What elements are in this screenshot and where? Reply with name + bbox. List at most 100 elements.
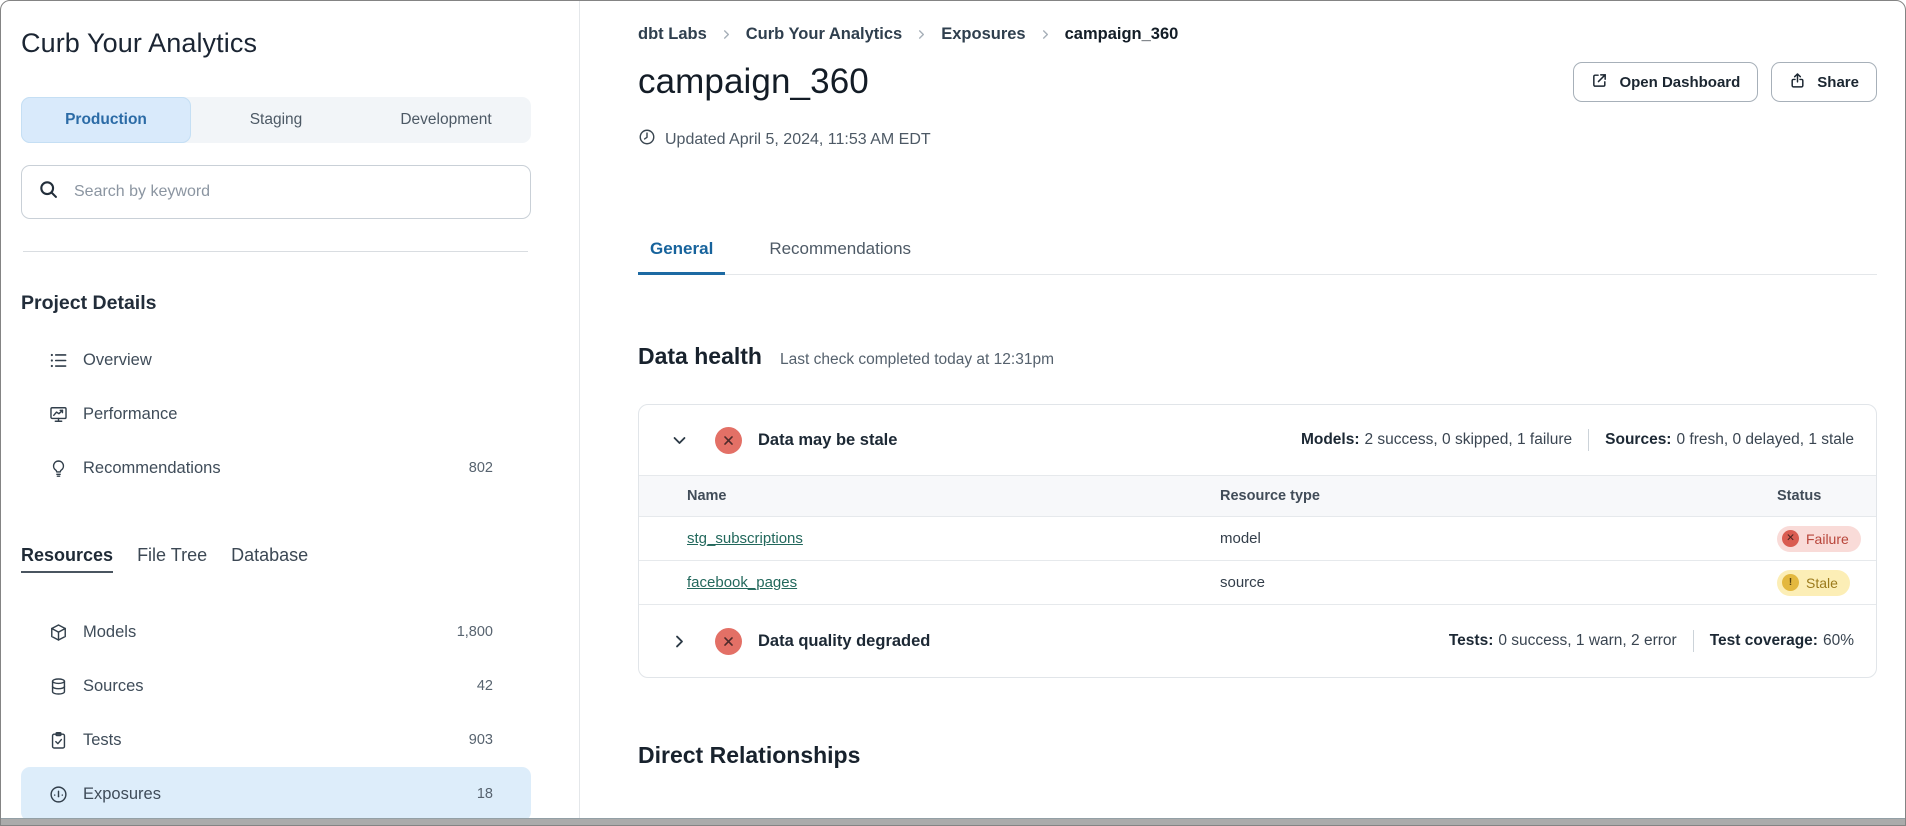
breadcrumb-separator-icon	[1040, 29, 1051, 40]
stat-value: 60%	[1822, 632, 1854, 649]
tab-file-tree[interactable]: File Tree	[137, 545, 208, 565]
database-icon	[49, 677, 68, 696]
env-tab-development[interactable]: Development	[400, 111, 492, 128]
table-row: stg_subscriptions model ✕ Failure	[639, 517, 1876, 561]
sidebar-item-recommendations[interactable]: Recommendations 802	[21, 441, 531, 495]
column-header-resource-type: Resource type	[1220, 488, 1320, 504]
breadcrumb-account[interactable]: dbt Labs	[638, 25, 707, 43]
env-tab-staging[interactable]: Staging	[249, 111, 303, 128]
updated-timestamp: Updated April 5, 2024, 11:53 AM EDT	[638, 128, 1877, 151]
environment-switcher: Production Staging Development	[21, 97, 531, 143]
open-dashboard-button[interactable]: Open Dashboard	[1573, 62, 1759, 102]
sidebar-item-count: 903	[468, 732, 493, 748]
x-icon: ✕	[1782, 530, 1799, 547]
gauge-icon	[49, 785, 68, 804]
list-icon	[49, 351, 68, 370]
resources-nav: Models 1,800 Sources 42 Tests 903	[21, 605, 531, 821]
breadcrumb-exposures[interactable]: Exposures	[941, 25, 1026, 43]
project-details-nav: Overview Performance Recommendations 802	[21, 333, 531, 495]
stale-group-row[interactable]: Data may be stale Models: 2 success, 0 sk…	[639, 405, 1876, 475]
chevron-down-icon[interactable]	[669, 432, 689, 449]
share-button[interactable]: Share	[1771, 62, 1877, 102]
main-content: dbt Labs Curb Your Analytics Exposures c…	[580, 1, 1905, 825]
updated-text: Updated April 5, 2024, 11:53 AM EDT	[665, 130, 931, 148]
search-icon	[38, 179, 59, 205]
stat-value: 0 fresh, 0 delayed, 1 stale	[1676, 431, 1854, 448]
resource-type-cell: model	[1220, 530, 1261, 547]
env-tab-production[interactable]: Production	[21, 97, 191, 143]
sidebar-item-count: 18	[476, 786, 493, 802]
stat-label: Models:	[1300, 431, 1360, 448]
stats-divider	[1588, 429, 1590, 451]
resource-type-cell: source	[1220, 574, 1266, 591]
search-input[interactable]	[72, 182, 514, 202]
page-actions: Open Dashboard Share	[1573, 62, 1877, 102]
sidebar-item-label: Models	[83, 622, 137, 641]
tab-resources[interactable]: Resources	[21, 545, 114, 573]
stale-group-label: Data may be stale	[758, 430, 898, 449]
data-health-subtitle: Last check completed today at 12:31pm	[779, 351, 1054, 368]
column-header-status: Status	[1777, 488, 1822, 504]
stat-value: 2 success, 0 skipped, 1 failure	[1364, 431, 1573, 448]
sidebar-item-models[interactable]: Models 1,800	[21, 605, 531, 659]
share-label: Share	[1817, 73, 1859, 91]
data-health-heading: Data health	[638, 343, 762, 369]
stats-divider	[1692, 630, 1694, 652]
external-link-icon	[1591, 72, 1608, 93]
table-header-row: Name Resource type Status	[639, 475, 1876, 517]
share-icon	[1789, 72, 1806, 93]
cube-icon	[49, 623, 68, 642]
sidebar-item-count: 1,800	[456, 624, 493, 640]
error-x-icon	[715, 627, 742, 655]
detail-tabs: General Recommendations	[638, 239, 1877, 275]
sidebar-item-exposures[interactable]: Exposures 18	[21, 767, 531, 821]
sidebar-item-label: Overview	[83, 350, 152, 369]
breadcrumb-separator-icon	[916, 29, 927, 40]
window-bottom-edge	[1, 818, 1905, 825]
status-badge-failure: ✕ Failure	[1777, 525, 1861, 552]
quality-group-label: Data quality degraded	[758, 631, 931, 650]
chevron-right-icon[interactable]	[669, 633, 689, 650]
sidebar-item-performance[interactable]: Performance	[21, 387, 531, 441]
sidebar-item-count: 802	[468, 460, 493, 476]
sidebar-item-label: Recommendations	[83, 458, 221, 477]
sidebar-item-label: Exposures	[83, 784, 161, 803]
quality-group-stats: Tests: 0 success, 1 warn, 2 error Test co…	[1449, 630, 1854, 652]
sidebar-item-tests[interactable]: Tests 903	[21, 713, 531, 767]
tab-database[interactable]: Database	[231, 545, 309, 565]
resource-view-tabs: Resources File Tree Database	[21, 545, 531, 573]
breadcrumb-separator-icon	[721, 29, 732, 40]
table-row: facebook_pages source ! Stale	[639, 561, 1876, 605]
sidebar-item-count: 42	[476, 678, 493, 694]
sidebar-item-sources[interactable]: Sources 42	[21, 659, 531, 713]
resource-link-stg-subscriptions[interactable]: stg_subscriptions	[687, 529, 803, 547]
direct-relationships-heading: Direct Relationships	[638, 742, 861, 768]
resource-link-facebook-pages[interactable]: facebook_pages	[687, 573, 798, 591]
clipboard-check-icon	[49, 731, 68, 750]
sidebar-item-label: Sources	[83, 676, 144, 695]
sidebar-divider	[23, 251, 528, 252]
breadcrumb-project[interactable]: Curb Your Analytics	[745, 25, 903, 43]
column-header-name: Name	[687, 488, 727, 504]
project-title: Curb Your Analytics	[21, 28, 258, 58]
sidebar-item-label: Performance	[83, 404, 178, 423]
clock-icon	[638, 128, 656, 151]
stale-group-stats: Models: 2 success, 0 skipped, 1 failure S…	[1301, 429, 1854, 451]
sidebar-search[interactable]	[21, 165, 531, 219]
error-x-icon	[715, 426, 742, 454]
stat-label: Sources:	[1605, 431, 1672, 448]
open-dashboard-label: Open Dashboard	[1619, 73, 1741, 91]
exclamation-icon: !	[1782, 574, 1799, 591]
tab-general[interactable]: General	[638, 239, 726, 275]
sidebar-item-label: Tests	[83, 730, 122, 749]
sidebar-item-overview[interactable]: Overview	[21, 333, 531, 387]
data-health-card: Data may be stale Models: 2 success, 0 sk…	[638, 404, 1877, 678]
stat-value: 0 success, 1 warn, 2 error	[1498, 632, 1677, 649]
quality-group-row[interactable]: Data quality degraded Tests: 0 success, 1…	[639, 605, 1876, 677]
status-badge-stale: ! Stale	[1777, 569, 1850, 596]
tab-recommendations[interactable]: Recommendations	[769, 239, 912, 258]
breadcrumb: dbt Labs Curb Your Analytics Exposures c…	[638, 25, 1877, 44]
stat-label: Test coverage:	[1709, 632, 1818, 649]
status-badge-label: Failure	[1806, 530, 1849, 547]
